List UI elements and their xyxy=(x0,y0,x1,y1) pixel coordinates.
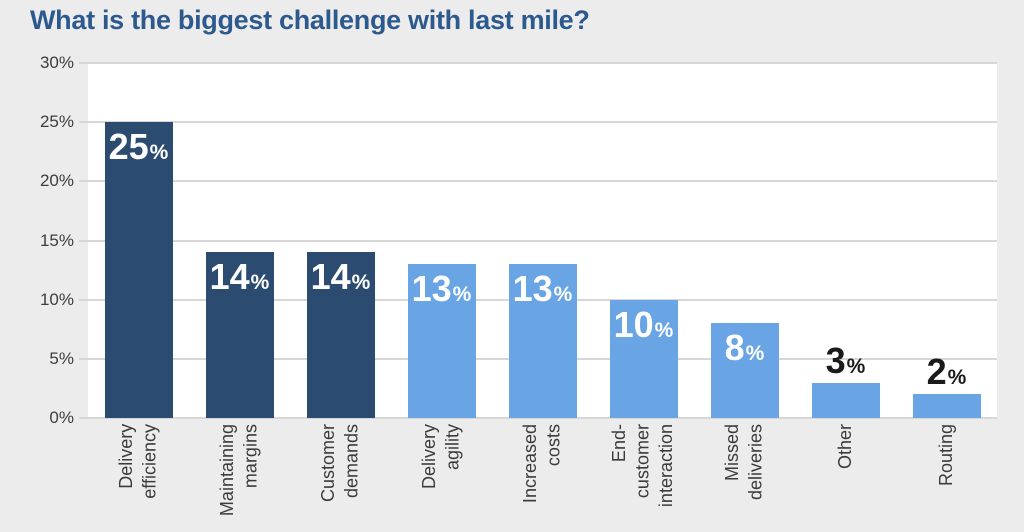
bar-value-number: 2 xyxy=(926,351,947,393)
x-axis-label-increased-costs: Increased costs xyxy=(520,424,564,504)
x-axis-label-cell: Customer demands xyxy=(290,424,391,532)
chart-title: What is the biggest challenge with last … xyxy=(30,5,590,35)
bar-value-number: 8 xyxy=(724,327,745,369)
bar-value-percent-sign: % xyxy=(553,283,573,307)
x-axis-label-maintaining-margins: Maintaining margins xyxy=(217,424,261,517)
bar-maintaining-margins xyxy=(205,252,274,418)
bar-value-percent-sign: % xyxy=(452,283,472,307)
y-axis-tick-label: 10% xyxy=(39,289,74,309)
x-axis-label-customer-demands: Customer demands xyxy=(318,424,362,503)
gridline xyxy=(79,62,997,64)
bar-value-percent-sign: % xyxy=(654,318,674,342)
x-axis-label-cell: Delivery efficiency xyxy=(88,424,189,532)
x-axis-label-cell: Maintaining margins xyxy=(189,424,290,532)
x-axis-label-other: Other xyxy=(834,424,855,470)
plot-area: 30% 25% 20% 15% 10% 5% 0% 25% 14% 14% 13% 13% 10% 8% 3… xyxy=(40,53,997,427)
bar-value-number: 3 xyxy=(825,339,846,381)
bar-value-percent-sign: % xyxy=(250,271,270,295)
x-axis-label-missed-deliveries: Missed deliveries xyxy=(722,424,766,501)
bar-delivery-efficiency xyxy=(104,122,173,418)
bar-value-label: 8% xyxy=(725,330,765,366)
gridline xyxy=(79,239,997,242)
bar-value-percent-sign: % xyxy=(351,271,371,295)
bar-value-label: 25% xyxy=(109,129,169,165)
bar-value-number: 14 xyxy=(310,256,351,298)
bar-value-number: 14 xyxy=(209,256,250,298)
y-axis-tick-label: 5% xyxy=(49,348,74,368)
y-axis-tick-label: 15% xyxy=(39,230,74,250)
bar-increased-costs xyxy=(508,264,577,418)
gridline xyxy=(79,417,997,419)
x-axis-label-cell: Other xyxy=(795,424,896,532)
bar-delivery-agility xyxy=(407,264,476,418)
y-axis-tick-label: 30% xyxy=(39,53,74,72)
x-axis-label-cell: Routing xyxy=(896,424,997,532)
x-axis-label-cell: Missed deliveries xyxy=(694,424,795,532)
bar-customer-demands xyxy=(306,252,375,418)
x-axis-label-cell: End- customer interaction xyxy=(593,424,694,532)
y-axis-tick-label: 25% xyxy=(39,112,74,132)
bar-value-number: 13 xyxy=(411,268,452,310)
x-axis-label-routing: Routing xyxy=(935,424,956,487)
bar-missed-deliveries xyxy=(710,323,779,418)
bar-routing xyxy=(912,394,981,418)
x-axis-label-cell: Increased costs xyxy=(492,424,593,532)
y-axis-tick-label: 20% xyxy=(39,171,74,191)
bar-value-percent-sign: % xyxy=(149,141,169,165)
gridline xyxy=(79,180,997,183)
x-axis-label-cell: Delivery agility xyxy=(391,424,492,532)
bar-value-label: 10% xyxy=(613,303,674,345)
bar-value-number: 13 xyxy=(512,268,553,310)
y-axis-tick-label: 0% xyxy=(49,408,74,427)
bar-value-percent-sign: % xyxy=(745,342,765,366)
bar-value-percent-sign: % xyxy=(846,354,866,378)
bar-value-label: 2% xyxy=(927,354,967,390)
bar-value-label: 14% xyxy=(210,259,270,295)
bar-value-label: 13% xyxy=(412,271,472,307)
gridline xyxy=(79,121,997,124)
x-axis-label-delivery-efficiency: Delivery efficiency xyxy=(116,424,160,499)
bar-value-label: 13% xyxy=(513,271,573,307)
bar-other xyxy=(811,382,880,418)
x-axis-label-end-customer-interaction: End- customer interaction xyxy=(609,424,677,508)
bar-value-number: 10 xyxy=(613,303,654,345)
bar-end-customer-interaction xyxy=(609,299,678,418)
x-axis-category-labels: Delivery efficiency Maintaining margins Cu… xyxy=(88,424,997,532)
bar-value-percent-sign: % xyxy=(947,366,967,390)
bar-value-label: 14% xyxy=(311,259,371,295)
bar-value-number: 25 xyxy=(108,126,149,168)
x-axis-label-delivery-agility: Delivery agility xyxy=(419,424,463,490)
bar-value-label: 3% xyxy=(825,339,866,381)
